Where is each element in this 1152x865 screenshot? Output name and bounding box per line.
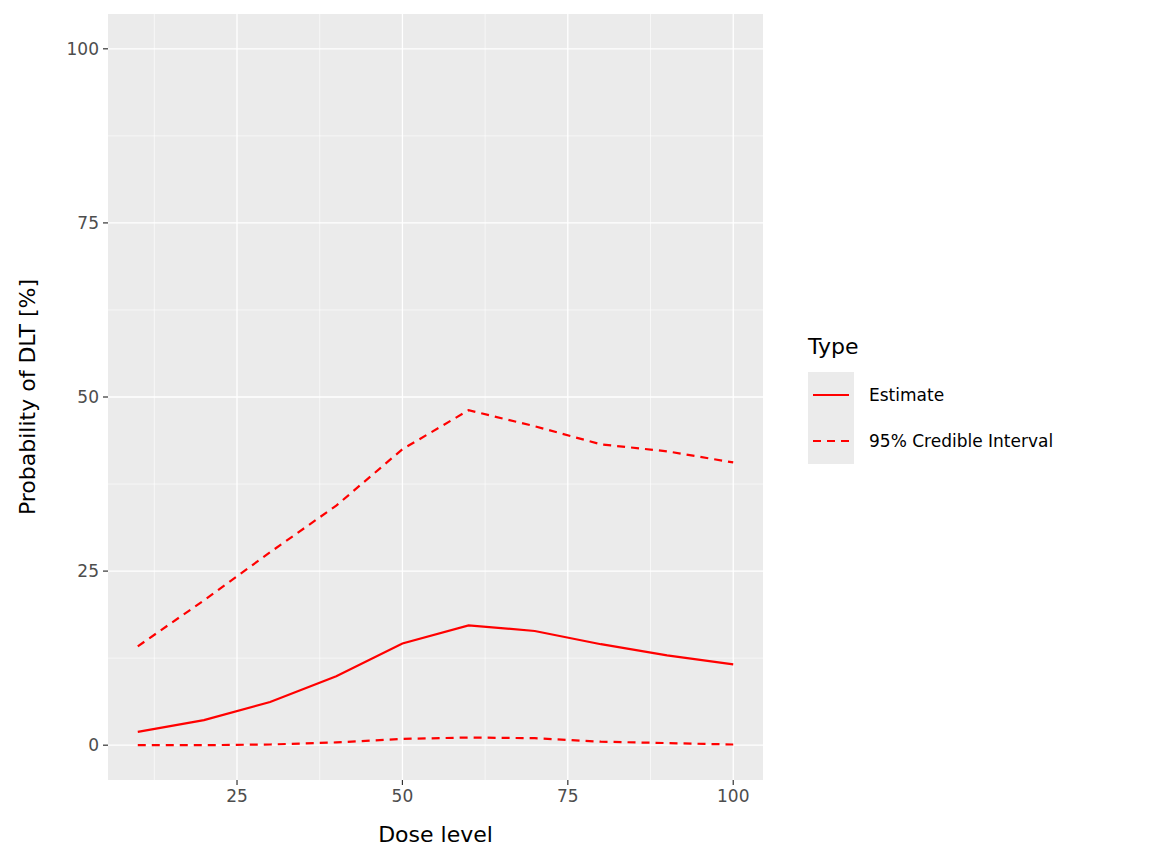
tick (103, 222, 108, 223)
legend-label: Estimate (869, 385, 944, 405)
tick (567, 780, 568, 785)
legend-title: Type (807, 334, 859, 359)
minor-grid (108, 484, 763, 485)
series-lower-line (138, 738, 733, 746)
tick (103, 48, 108, 49)
grid-line (108, 222, 763, 223)
grid-line (108, 48, 763, 49)
minor-grid (108, 658, 763, 659)
grid-line (108, 745, 763, 746)
legend-swatch (813, 440, 849, 442)
tick (236, 780, 237, 785)
tick-label: 75 (557, 786, 579, 806)
tick (733, 780, 734, 785)
tick-label: 25 (77, 561, 99, 581)
tick-label: 25 (226, 786, 248, 806)
tick-label: 50 (392, 786, 414, 806)
panel (108, 14, 763, 780)
tick (103, 396, 108, 397)
tick-label: 75 (77, 213, 99, 233)
tick (103, 745, 108, 746)
tick-label: 0 (88, 735, 99, 755)
legend-key (808, 418, 854, 464)
y-axis-title: Probability of DLT [%] (15, 279, 40, 515)
legend-swatch (813, 394, 849, 396)
grid-line (108, 570, 763, 571)
chart: 25 50 75 100 0 25 50 75 100 Dose level Probability… (0, 0, 1152, 865)
legend-label: 95% Credible Interval (869, 431, 1053, 451)
legend-key (808, 372, 854, 418)
series-line (138, 625, 733, 732)
tick-label: 100 (717, 786, 749, 806)
tick-label: 100 (67, 39, 99, 59)
series-line (138, 410, 733, 646)
grid-line (108, 396, 763, 397)
tick (103, 570, 108, 571)
tick (402, 780, 403, 785)
minor-grid (108, 135, 763, 136)
tick-label: 50 (77, 387, 99, 407)
minor-grid (108, 309, 763, 310)
plot-area (138, 410, 733, 745)
x-axis-title: Dose level (378, 822, 493, 847)
